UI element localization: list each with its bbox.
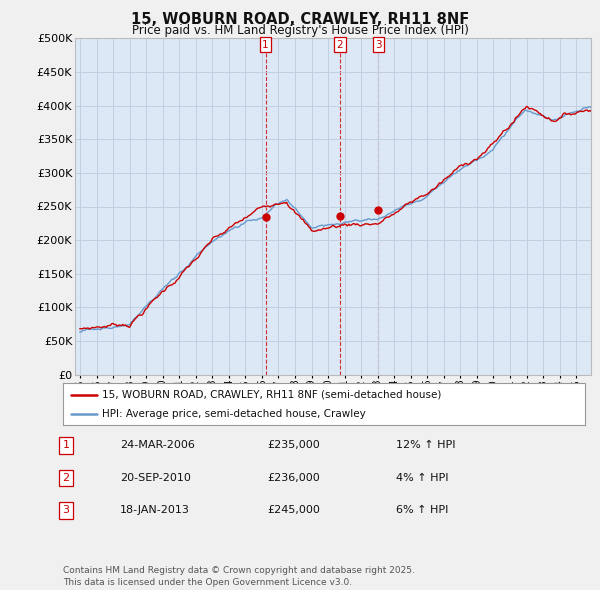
Text: 3: 3: [62, 506, 70, 515]
Text: £236,000: £236,000: [267, 473, 320, 483]
Text: 6% ↑ HPI: 6% ↑ HPI: [396, 506, 448, 515]
Text: 12% ↑ HPI: 12% ↑ HPI: [396, 441, 455, 450]
Text: 4% ↑ HPI: 4% ↑ HPI: [396, 473, 449, 483]
Text: 2: 2: [62, 473, 70, 483]
Text: 24-MAR-2006: 24-MAR-2006: [120, 441, 195, 450]
Text: £245,000: £245,000: [267, 506, 320, 515]
Text: 20-SEP-2010: 20-SEP-2010: [120, 473, 191, 483]
Text: 1: 1: [62, 441, 70, 450]
Text: £235,000: £235,000: [267, 441, 320, 450]
Text: Contains HM Land Registry data © Crown copyright and database right 2025.
This d: Contains HM Land Registry data © Crown c…: [63, 566, 415, 587]
Text: Price paid vs. HM Land Registry's House Price Index (HPI): Price paid vs. HM Land Registry's House …: [131, 24, 469, 37]
Text: 15, WOBURN ROAD, CRAWLEY, RH11 8NF (semi-detached house): 15, WOBURN ROAD, CRAWLEY, RH11 8NF (semi…: [102, 389, 442, 399]
Text: 3: 3: [375, 40, 382, 50]
Text: 2: 2: [337, 40, 343, 50]
Text: 1: 1: [262, 40, 269, 50]
Text: HPI: Average price, semi-detached house, Crawley: HPI: Average price, semi-detached house,…: [102, 409, 366, 419]
Text: 15, WOBURN ROAD, CRAWLEY, RH11 8NF: 15, WOBURN ROAD, CRAWLEY, RH11 8NF: [131, 12, 469, 27]
Text: 18-JAN-2013: 18-JAN-2013: [120, 506, 190, 515]
